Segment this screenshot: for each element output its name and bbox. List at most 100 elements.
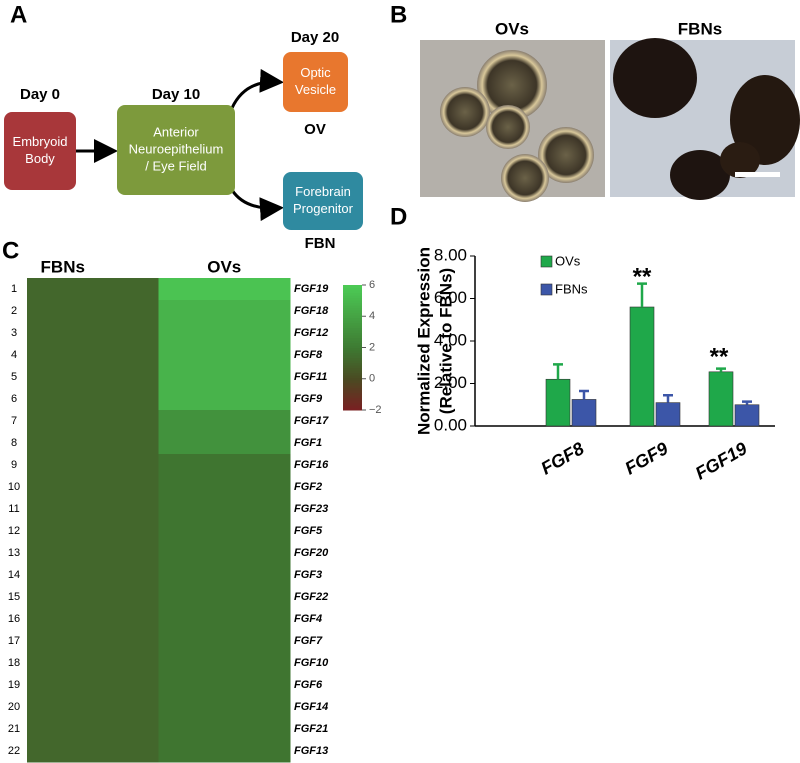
- heatmap-cell: [27, 300, 159, 323]
- row-label: FGF23: [294, 503, 328, 515]
- node-label: / Eye Field: [145, 158, 206, 173]
- heatmap-cell: [27, 278, 159, 301]
- heatmap-cell: [159, 674, 291, 697]
- bar: [546, 379, 570, 426]
- row-label: FGF13: [294, 745, 328, 757]
- heatmap-cell: [27, 740, 159, 763]
- row-label: FGF7: [294, 635, 323, 647]
- row-label: FGF2: [294, 481, 322, 493]
- heatmap-cell: [159, 542, 291, 565]
- row-label: FGF8: [294, 349, 323, 361]
- heatmap-cell: [27, 696, 159, 719]
- significance: **: [710, 343, 729, 370]
- heatmap-cell: [159, 300, 291, 323]
- heatmap-cell: [159, 608, 291, 631]
- row-number: 14: [8, 569, 20, 581]
- heatmap-cell: [27, 586, 159, 609]
- heatmap-cell: [159, 278, 291, 301]
- error-bar: [742, 402, 752, 405]
- bar: [709, 372, 733, 426]
- heatmap-cell: [159, 476, 291, 499]
- row-label: FGF4: [294, 613, 322, 625]
- row-label: FGF16: [294, 459, 329, 471]
- x-tick-label: FGF19: [692, 438, 751, 483]
- heatmap-cell: [159, 454, 291, 477]
- row-number: 9: [11, 459, 17, 471]
- photo-title: OVs: [495, 19, 529, 38]
- row-label: FGF20: [294, 547, 329, 559]
- panel-label: C: [2, 237, 19, 264]
- row-number: 19: [8, 679, 20, 691]
- heatmap-cell: [27, 410, 159, 433]
- heatmap-cell: [159, 740, 291, 763]
- heatmap-cell: [159, 586, 291, 609]
- heatmap-cell: [27, 564, 159, 587]
- heatmap-cell: [159, 344, 291, 367]
- bar: [572, 399, 596, 426]
- row-number: 4: [11, 349, 17, 361]
- node-tag: FBN: [305, 235, 336, 252]
- node-label: Forebrain: [295, 184, 351, 199]
- heatmap-cell: [27, 718, 159, 741]
- y-axis-label: Normalized Expression: [414, 247, 433, 435]
- row-label: FGF14: [294, 701, 328, 713]
- heatmap-cell: [159, 388, 291, 411]
- colorbar-step: [343, 285, 362, 288]
- row-label: FGF19: [294, 283, 329, 295]
- heatmap-cell: [27, 520, 159, 543]
- panel-label: B: [390, 1, 407, 28]
- row-number: 6: [11, 393, 17, 405]
- heatmap-cell: [159, 630, 291, 653]
- row-label: FGF10: [294, 657, 329, 669]
- panel-label: D: [390, 203, 407, 230]
- node-label: Optic: [300, 65, 331, 80]
- heatmap-cell: [159, 718, 291, 741]
- heatmap-cell: [27, 476, 159, 499]
- legend-label: FBNs: [555, 281, 588, 296]
- photo-ovs: [420, 40, 605, 202]
- row-number: 18: [8, 657, 20, 669]
- row-label: FGF18: [294, 305, 329, 317]
- column-label: OVs: [207, 257, 241, 276]
- row-label: FGF6: [294, 679, 323, 691]
- node-label: Vesicle: [295, 82, 336, 97]
- row-number: 5: [11, 371, 17, 383]
- row-label: FGF9: [294, 393, 323, 405]
- node-label: Progenitor: [293, 201, 354, 216]
- legend-label: OVs: [555, 253, 581, 268]
- row-number: 7: [11, 415, 17, 427]
- panel-label: A: [10, 1, 27, 28]
- row-number: 21: [8, 723, 20, 735]
- row-number: 8: [11, 437, 17, 449]
- row-label: FGF12: [294, 327, 328, 339]
- heatmap-cell: [27, 366, 159, 389]
- heatmap-cell: [27, 674, 159, 697]
- heatmap-cell: [27, 432, 159, 455]
- colorbar-label: 2: [369, 341, 375, 353]
- legend-swatch: [541, 284, 552, 295]
- photo-fbns: [610, 38, 800, 200]
- day-label: Day 10: [152, 86, 200, 103]
- error-bar: [579, 391, 589, 400]
- heatmap-cell: [27, 542, 159, 565]
- day-label: Day 20: [291, 29, 339, 46]
- colorbar-label: 0: [369, 373, 375, 385]
- heatmap-cell: [159, 366, 291, 389]
- row-number: 3: [11, 327, 17, 339]
- row-label: FGF5: [294, 525, 323, 537]
- row-number: 16: [8, 613, 20, 625]
- heatmap-cell: [159, 410, 291, 433]
- row-label: FGF17: [294, 415, 329, 427]
- bar: [735, 405, 759, 426]
- y-axis-label: (Relative to FBNs): [436, 268, 455, 414]
- x-tick-label: FGF8: [538, 438, 588, 478]
- row-number: 20: [8, 701, 20, 713]
- legend-swatch: [541, 256, 552, 267]
- row-number: 22: [8, 745, 20, 757]
- heatmap-cell: [27, 498, 159, 521]
- column-label: FBNs: [41, 257, 85, 276]
- heatmap-cell: [27, 630, 159, 653]
- node-label: Neuroepithelium: [129, 141, 224, 156]
- row-label: FGF21: [294, 723, 328, 735]
